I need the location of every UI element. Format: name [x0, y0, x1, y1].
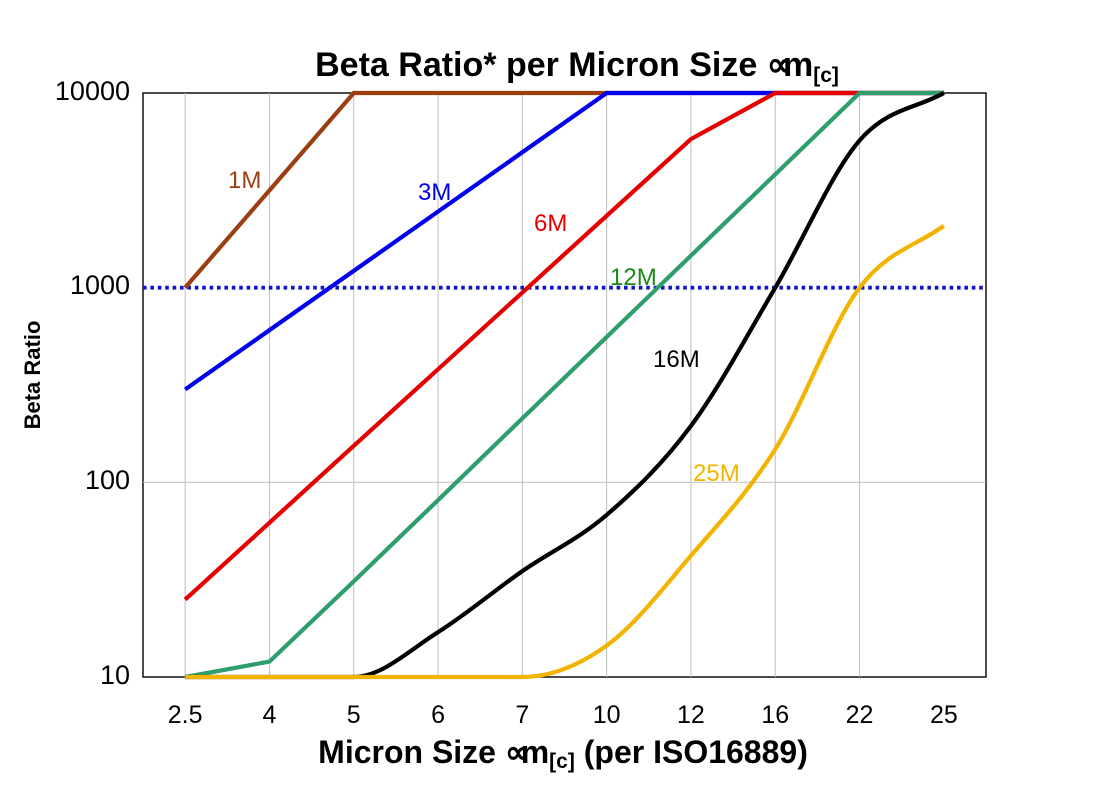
svg-text:16M: 16M: [653, 346, 700, 373]
svg-text:3M: 3M: [418, 179, 451, 206]
svg-text:22: 22: [846, 701, 874, 729]
svg-text:10: 10: [100, 660, 130, 690]
svg-text:10000: 10000: [55, 76, 130, 106]
svg-text:1M: 1M: [228, 167, 261, 194]
svg-text:Beta Ratio: Beta Ratio: [20, 321, 45, 430]
svg-text:6M: 6M: [534, 210, 567, 237]
svg-text:Beta Ratio* per Micron Size ∝m: Beta Ratio* per Micron Size ∝m[c]: [315, 46, 839, 87]
svg-text:1000: 1000: [70, 270, 130, 300]
svg-text:25: 25: [930, 701, 958, 729]
svg-text:5: 5: [347, 701, 361, 729]
svg-text:6: 6: [431, 701, 445, 729]
svg-text:16: 16: [761, 701, 789, 729]
svg-text:100: 100: [85, 465, 130, 495]
svg-text:2.5: 2.5: [168, 701, 203, 729]
svg-text:12M: 12M: [610, 264, 657, 291]
svg-text:25M: 25M: [693, 460, 740, 487]
svg-text:7: 7: [515, 701, 529, 729]
svg-text:Micron Size ∝m[c] (per ISO1688: Micron Size ∝m[c] (per ISO16889): [318, 734, 808, 773]
svg-text:4: 4: [262, 701, 276, 729]
svg-text:12: 12: [677, 701, 705, 729]
svg-text:10: 10: [593, 701, 621, 729]
